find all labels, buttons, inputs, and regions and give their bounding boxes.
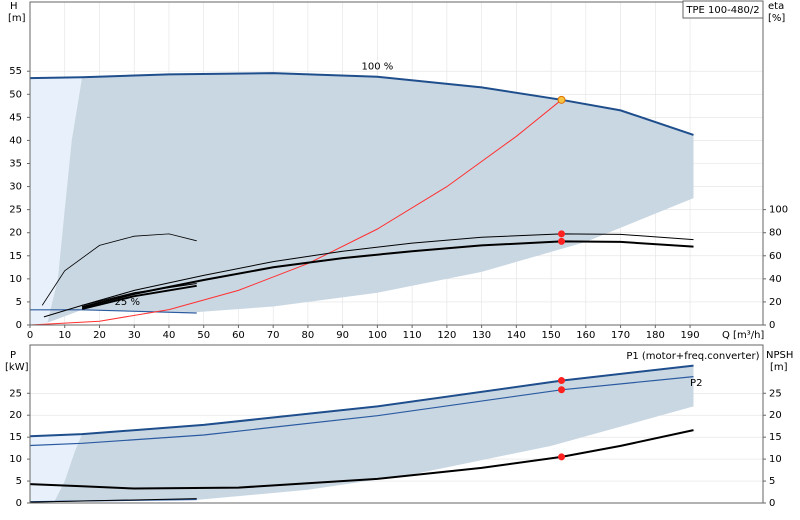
duty-point <box>558 230 566 238</box>
curve <box>81 233 694 306</box>
y2-label: NPSH <box>766 350 793 361</box>
y2-tick-label: 100 <box>769 205 788 216</box>
y2-tick-label: 40 <box>769 274 782 285</box>
y-tick-label: 0 <box>16 320 22 331</box>
y-unit: [m] <box>8 13 26 24</box>
x-tick-label: 80 <box>302 330 315 341</box>
y2-unit: [%] <box>768 13 785 24</box>
annotation: 100 % <box>362 62 394 73</box>
x-tick-label: 170 <box>611 330 630 341</box>
y-tick-label: 15 <box>9 432 22 443</box>
y-tick-label: 25 <box>9 205 22 216</box>
x-tick-label: 160 <box>576 330 595 341</box>
duty-point <box>558 377 566 385</box>
y-tick-label: 10 <box>9 454 22 465</box>
x-tick-label: 90 <box>336 330 349 341</box>
x-tick-label: 180 <box>646 330 665 341</box>
y-tick-label: 15 <box>9 251 22 262</box>
operating-area <box>30 77 83 325</box>
y-label: H <box>10 1 18 12</box>
y-tick-label: 55 <box>9 66 22 77</box>
chart-title: TPE 100-480/2 <box>685 5 759 16</box>
y2-tick-label: 60 <box>769 251 782 262</box>
curve <box>29 376 694 447</box>
y2-tick-label: 20 <box>769 297 782 308</box>
curve <box>29 498 197 503</box>
duty-point <box>558 386 566 394</box>
y2-tick-label: 10 <box>769 454 782 465</box>
y-unit: [kW] <box>5 362 29 373</box>
x-tick-label: 30 <box>128 330 141 341</box>
x-tick-label: 190 <box>681 330 700 341</box>
curve <box>30 309 197 314</box>
x-tick-label: 0 <box>27 330 33 341</box>
operating-area <box>54 365 694 502</box>
y-tick-label: 0 <box>16 498 22 509</box>
curve <box>29 72 694 136</box>
x-tick-label: 130 <box>472 330 491 341</box>
operating-area <box>47 73 694 323</box>
curve <box>29 364 694 438</box>
x-tick-label: 150 <box>542 330 561 341</box>
y2-tick-label: 5 <box>769 476 775 487</box>
plot-frame <box>29 344 764 504</box>
x-label: Q [m³/h] <box>722 330 764 341</box>
y-tick-label: 5 <box>16 476 22 487</box>
operating-area <box>30 434 83 503</box>
y-tick-label: 50 <box>9 89 22 100</box>
chart-panel: 0 10 20 30 40 50 60 70 80 90 100 110 120 130 140 150 160… <box>9 1 788 341</box>
y-tick-label: 20 <box>9 228 22 239</box>
y2-tick-label: 80 <box>769 228 782 239</box>
y-tick-label: 25 <box>9 388 22 399</box>
annotation: 25 % <box>115 297 140 308</box>
x-tick-label: 10 <box>58 330 71 341</box>
y-tick-label: 10 <box>9 274 22 285</box>
x-tick-label: 120 <box>437 330 456 341</box>
chart-panel: 0 5 10 15 20 25 0 5 10 15 20 25 P1 (motor+freq.conve… <box>9 344 782 509</box>
y2-tick-label: 15 <box>769 432 782 443</box>
x-tick-label: 50 <box>197 330 210 341</box>
y-tick-label: 40 <box>9 135 22 146</box>
curve <box>81 284 197 310</box>
y2-tick-label: 20 <box>769 410 782 421</box>
y2-tick-label: 0 <box>769 320 775 331</box>
y2-unit: [m] <box>770 362 788 373</box>
duty-point <box>557 95 566 104</box>
y2-label: eta <box>768 1 784 12</box>
y2-tick-label: 0 <box>769 498 775 509</box>
x-tick-label: 20 <box>93 330 106 341</box>
curve <box>29 429 694 490</box>
curve <box>81 240 694 309</box>
x-tick-label: 60 <box>232 330 245 341</box>
y2-tick-label: 25 <box>769 388 782 399</box>
x-tick-label: 40 <box>163 330 176 341</box>
x-tick-label: 100 <box>368 330 387 341</box>
duty-point <box>558 237 566 245</box>
y-tick-label: 45 <box>9 112 22 123</box>
curve <box>41 233 197 306</box>
annotation: P2 <box>690 378 702 389</box>
y-label: P <box>10 350 16 361</box>
y-tick-label: 30 <box>9 182 22 193</box>
x-tick-label: 70 <box>267 330 280 341</box>
y-tick-label: 35 <box>9 159 22 170</box>
x-tick-label: 110 <box>403 330 422 341</box>
y-tick-label: 5 <box>16 297 22 308</box>
annotation: P1 (motor+freq.converter) <box>626 351 759 362</box>
title-box <box>682 0 764 19</box>
x-tick-label: 140 <box>507 330 526 341</box>
duty-point <box>558 453 566 461</box>
y-tick-label: 20 <box>9 410 22 421</box>
